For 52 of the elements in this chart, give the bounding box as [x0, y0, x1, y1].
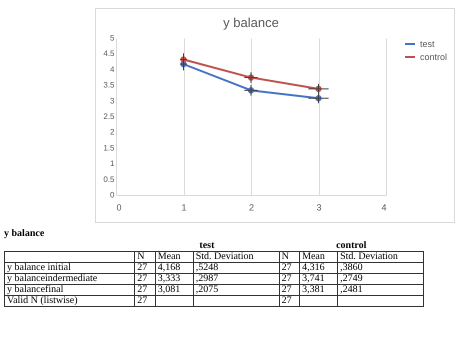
text: Std. Deviation — [338, 251, 424, 262]
text: 27 — [279, 295, 300, 306]
text: 27 — [134, 262, 156, 274]
y-tick-label: 3 — [110, 96, 116, 106]
text: 3,381 — [300, 284, 338, 296]
text: 4,316 — [300, 262, 338, 274]
x-tick-label: 0 — [116, 202, 122, 212]
y-tick-label: 0.5 — [103, 174, 116, 184]
x-tick-label: 1 — [181, 202, 187, 212]
text: Valid N (listwise) — [4, 295, 135, 306]
legend-label: test — [420, 39, 436, 49]
text: 4,168 — [155, 262, 194, 274]
text: 27 — [279, 273, 300, 284]
text: N — [279, 251, 300, 262]
text: 27 — [279, 284, 300, 296]
text: 27 — [279, 262, 300, 274]
text: control — [335, 240, 368, 252]
text: ,2749 — [338, 273, 424, 284]
y-tick-label: 2.5 — [103, 112, 116, 121]
text: N — [134, 251, 156, 262]
y-tick-label: 4 — [110, 64, 116, 74]
text: ,2075 — [193, 284, 280, 296]
text: ,2987 — [193, 273, 280, 284]
text: y balanceindermediate — [4, 273, 135, 284]
y-tick-label: 3.5 — [103, 80, 116, 90]
text: Std. Deviation — [193, 251, 280, 262]
text: ,3860 — [338, 262, 424, 274]
text: Mean — [155, 251, 194, 262]
x-tick-label: 3 — [316, 202, 322, 212]
x-tick-label: 2 — [248, 202, 254, 212]
legend-label: control — [420, 52, 448, 62]
y-tick-label: 1 — [110, 159, 116, 168]
text: test — [198, 240, 216, 252]
text: 27 — [134, 295, 156, 306]
text: y balance initial — [4, 262, 135, 274]
y-tick-label: 0 — [110, 190, 116, 200]
text: 3,081 — [155, 284, 194, 296]
text: ,2481 — [338, 284, 424, 296]
text: 3,741 — [300, 273, 338, 284]
chart-title: y balance — [223, 15, 279, 30]
text: y balancefinal — [4, 284, 135, 296]
text: ,5248 — [193, 262, 280, 274]
text: 27 — [134, 273, 156, 284]
text: 3,333 — [155, 273, 194, 284]
y-tick-label: 2 — [110, 128, 116, 137]
text: y balance — [4, 228, 46, 239]
y-tick-label: 1.5 — [103, 143, 116, 152]
y-tick-label: 5 — [110, 34, 116, 42]
text: 27 — [134, 284, 156, 296]
y-tick-label: 4.5 — [103, 49, 116, 58]
text: Mean — [300, 251, 338, 262]
x-tick-label: 4 — [381, 202, 386, 212]
